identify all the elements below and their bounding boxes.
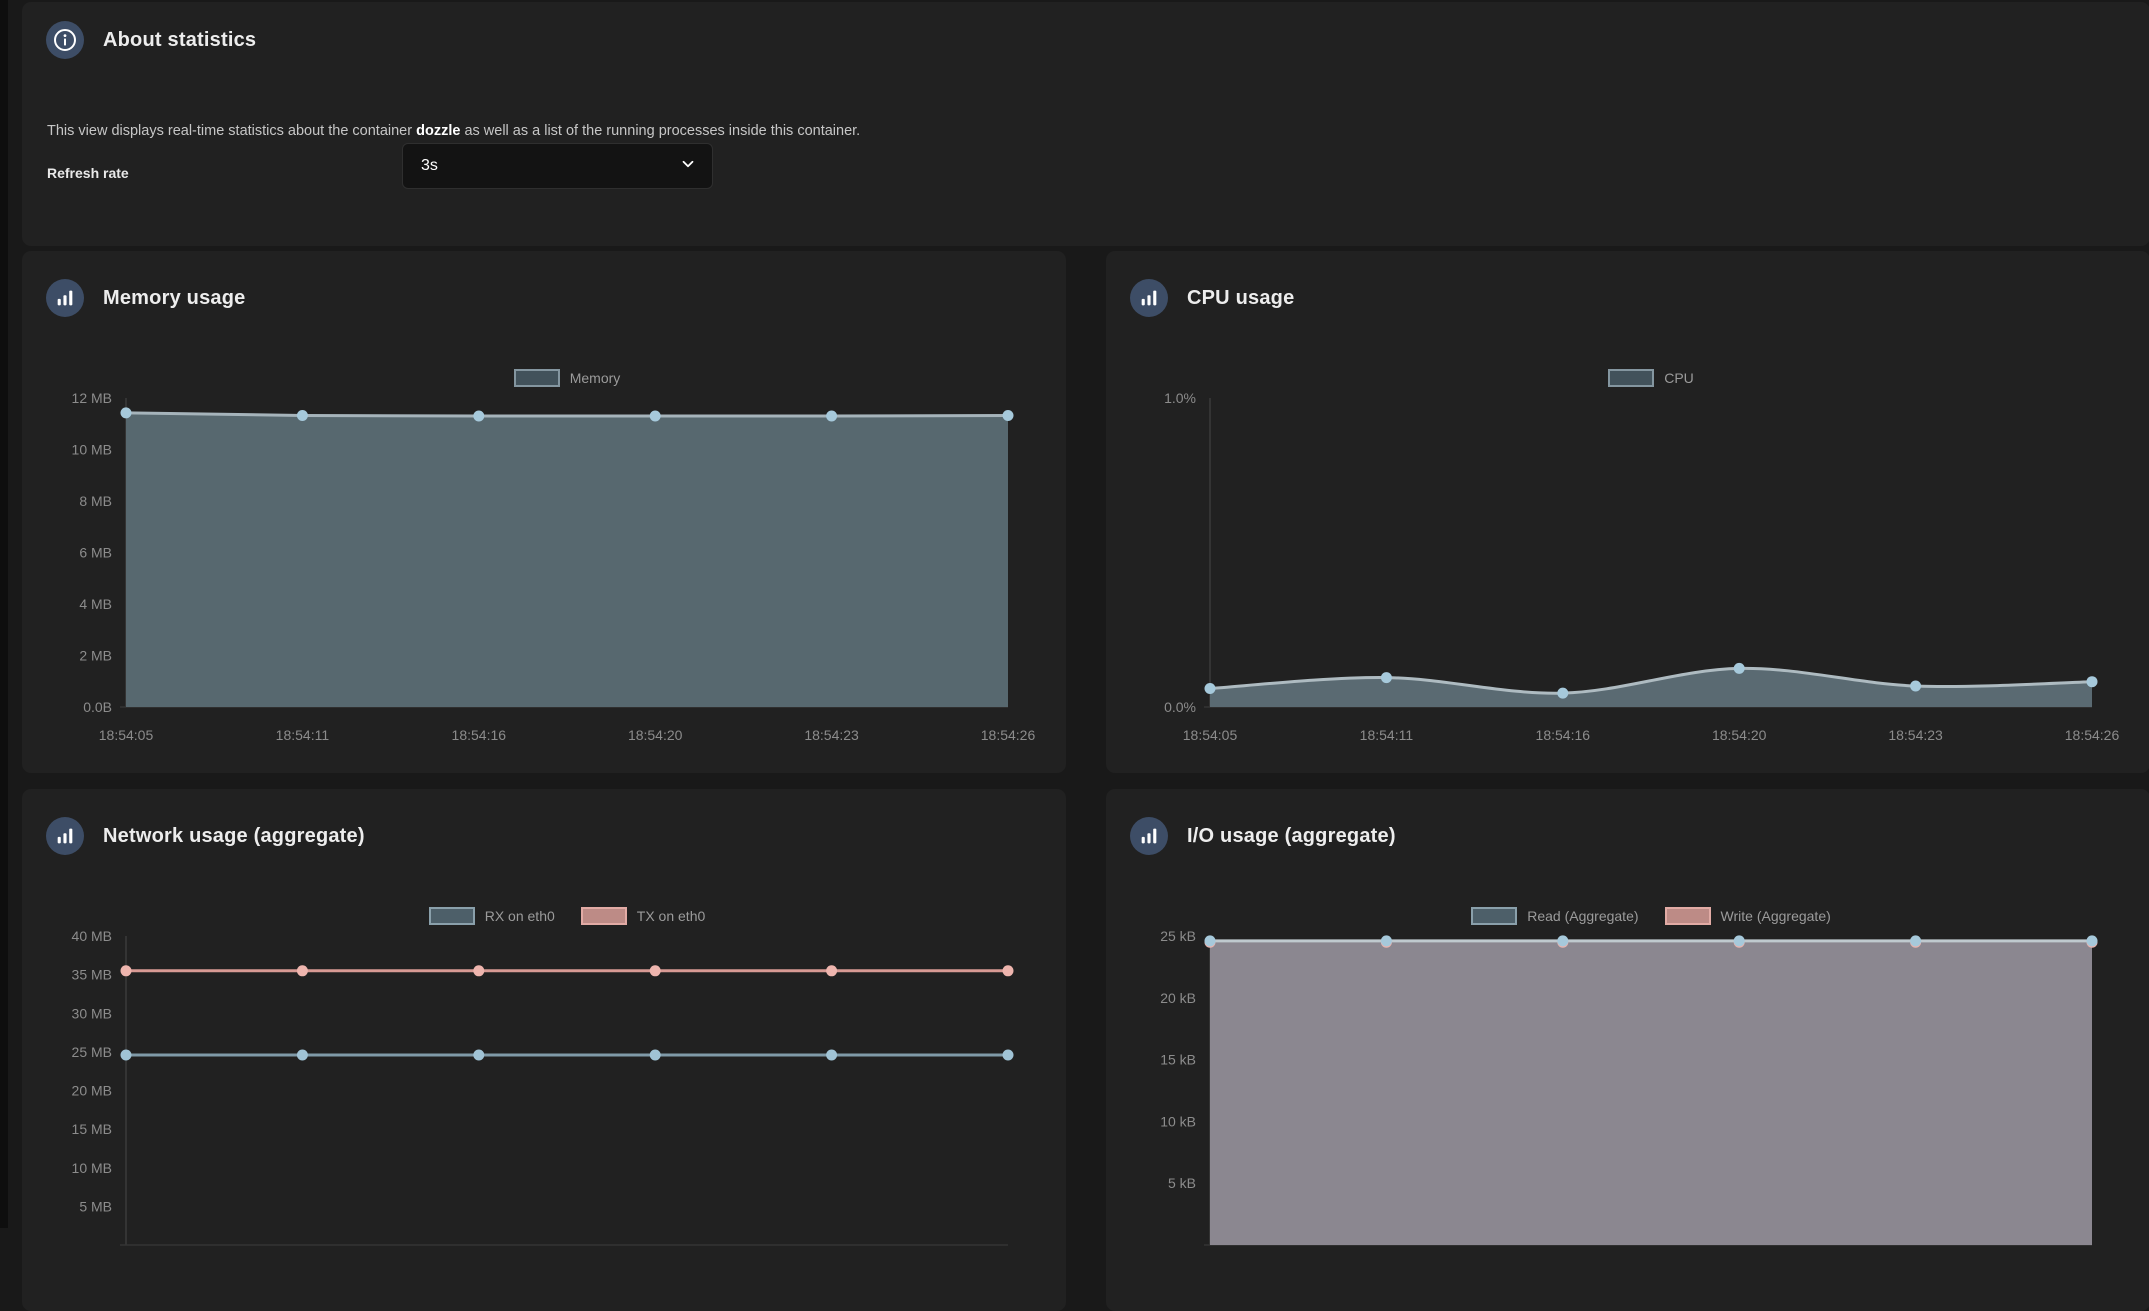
svg-text:6 MB: 6 MB — [79, 545, 112, 561]
svg-text:25 MB: 25 MB — [72, 1044, 112, 1060]
svg-text:10 MB: 10 MB — [72, 442, 112, 458]
io-usage-panel: I/O usage (aggregate) Read (Aggregate) Wr… — [1106, 789, 2149, 1311]
svg-text:2 MB: 2 MB — [79, 648, 112, 664]
legend-item[interactable]: Memory — [513, 369, 621, 387]
svg-text:5 kB: 5 kB — [1168, 1175, 1196, 1191]
svg-text:20 kB: 20 kB — [1160, 990, 1196, 1006]
about-description-prefix: This view displays real-time statistics … — [47, 122, 417, 139]
svg-text:12 MB: 12 MB — [72, 390, 112, 406]
memory-usage-chart: 12 MB 10 MB 8 MB 6 MB 4 MB 2 MB 0.0B 18:54:05 18… — [22, 251, 1066, 773]
io-usage-chart: 25 kB 20 kB 15 kB 10 kB 5 kB — [1106, 789, 2149, 1311]
svg-text:18:54:23: 18:54:23 — [804, 727, 859, 743]
chevron-down-icon — [680, 156, 696, 177]
memory-usage-panel: Memory usage Memory 12 MB 10 MB 8 MB 6 MB 4 … — [22, 251, 1066, 773]
legend-label: Read (Aggregate) — [1527, 908, 1639, 924]
cpu-chart-legend: CPU — [1210, 367, 2092, 389]
svg-text:18:54:20: 18:54:20 — [1712, 727, 1767, 743]
io-chart-legend: Read (Aggregate) Write (Aggregate) — [1210, 905, 2092, 927]
svg-text:35 MB: 35 MB — [72, 967, 112, 983]
refresh-rate-select[interactable]: 3s — [402, 143, 713, 189]
legend-swatch — [513, 369, 560, 387]
cpu-usage-chart: 1.0% 0.0% 18:54:05 18:54:11 18:54:16 18:54:20… — [1106, 251, 2149, 773]
legend-label: Memory — [569, 370, 621, 386]
legend-label: Write (Aggregate) — [1720, 908, 1831, 924]
legend-swatch — [428, 907, 475, 925]
panel-title-memory: Memory usage — [103, 286, 246, 309]
legend-item[interactable]: CPU — [1608, 369, 1694, 387]
memory-chart-legend: Memory — [126, 367, 1008, 389]
svg-text:5 MB: 5 MB — [79, 1198, 112, 1214]
svg-text:18:54:20: 18:54:20 — [628, 727, 683, 743]
svg-text:18:54:16: 18:54:16 — [1536, 727, 1591, 743]
panel-title-cpu: CPU usage — [1187, 286, 1295, 309]
svg-text:18:54:05: 18:54:05 — [1183, 727, 1238, 743]
svg-text:18:54:26: 18:54:26 — [981, 727, 1036, 743]
info-icon — [46, 21, 84, 59]
svg-text:40 MB: 40 MB — [72, 928, 112, 944]
svg-text:10 MB: 10 MB — [72, 1160, 112, 1176]
network-chart-legend: RX on eth0 TX on eth0 — [126, 905, 1008, 927]
svg-text:25 kB: 25 kB — [1160, 928, 1196, 944]
svg-text:18:54:16: 18:54:16 — [452, 727, 507, 743]
bar-chart-icon — [1130, 817, 1168, 855]
legend-label: CPU — [1664, 370, 1694, 386]
svg-text:8 MB: 8 MB — [79, 493, 112, 509]
cpu-usage-panel: CPU usage CPU 1.0% 0.0% 18:54:05 18:54:11 18… — [1106, 251, 2149, 773]
svg-text:18:54:05: 18:54:05 — [99, 727, 154, 743]
svg-text:15 MB: 15 MB — [72, 1121, 112, 1137]
legend-item[interactable]: Write (Aggregate) — [1664, 907, 1831, 925]
legend-item[interactable]: RX on eth0 — [428, 907, 555, 925]
legend-swatch — [1471, 907, 1518, 925]
about-description-suffix: as well as a list of the running process… — [460, 122, 861, 139]
svg-text:18:54:11: 18:54:11 — [276, 727, 330, 743]
svg-text:10 kB: 10 kB — [1160, 1113, 1196, 1129]
legend-label: TX on eth0 — [636, 908, 706, 924]
legend-item[interactable]: Read (Aggregate) — [1471, 907, 1639, 925]
panel-title-network: Network usage (aggregate) — [103, 824, 365, 847]
about-statistics-panel: About statistics This view displays real… — [22, 2, 2149, 246]
about-title: About statistics — [103, 28, 257, 51]
legend-label: RX on eth0 — [484, 908, 555, 924]
left-edge — [0, 0, 8, 1228]
svg-text:0.0B: 0.0B — [83, 699, 112, 715]
legend-item[interactable]: TX on eth0 — [580, 907, 706, 925]
network-usage-chart: 40 MB 35 MB 30 MB 25 MB 20 MB 15 MB 10 MB 5 MB — [22, 789, 1066, 1311]
svg-text:1.0%: 1.0% — [1164, 390, 1196, 406]
about-description: This view displays real-time statistics … — [47, 123, 860, 139]
svg-text:4 MB: 4 MB — [79, 596, 112, 612]
bar-chart-icon — [46, 817, 84, 855]
svg-text:30 MB: 30 MB — [72, 1005, 112, 1021]
legend-swatch — [1608, 369, 1655, 387]
legend-swatch — [580, 907, 627, 925]
svg-text:0.0%: 0.0% — [1164, 699, 1196, 715]
svg-text:18:54:11: 18:54:11 — [1360, 727, 1414, 743]
network-usage-panel: Network usage (aggregate) RX on eth0 TX o… — [22, 789, 1066, 1311]
refresh-rate-label: Refresh rate — [47, 165, 129, 181]
svg-text:18:54:26: 18:54:26 — [2065, 727, 2120, 743]
legend-swatch — [1664, 907, 1711, 925]
svg-text:20 MB: 20 MB — [72, 1083, 112, 1099]
refresh-rate-value: 3s — [421, 157, 438, 174]
svg-text:15 kB: 15 kB — [1160, 1052, 1196, 1068]
panel-title-io: I/O usage (aggregate) — [1187, 824, 1396, 847]
bar-chart-icon — [1130, 279, 1168, 317]
bar-chart-icon — [46, 279, 84, 317]
svg-text:18:54:23: 18:54:23 — [1888, 727, 1943, 743]
container-name: dozzle — [416, 122, 461, 139]
